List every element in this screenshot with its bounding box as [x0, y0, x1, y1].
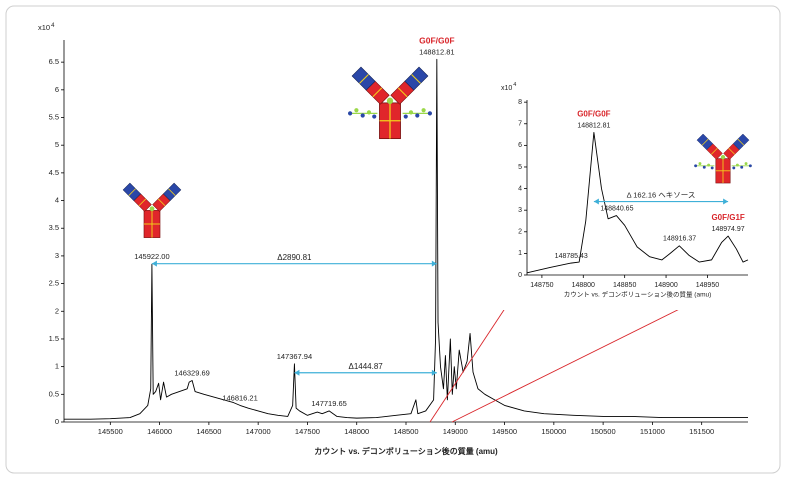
y-tick-label: 6.5 — [49, 57, 59, 66]
y-tick-label: 7 — [518, 121, 522, 128]
x-axis-label: カウント vs. デコンボリューション後の質量 (amu) — [314, 446, 498, 456]
spectrum-line — [526, 131, 749, 274]
y-tick-label: 1 — [55, 362, 59, 371]
peak-name: G0F/G1F — [711, 213, 744, 222]
y-tick-label: 2.5 — [49, 279, 59, 288]
peak-name: G0F/G0F — [419, 36, 454, 46]
y-tick-label: 5.5 — [49, 112, 59, 121]
y-scale-label: x104 — [501, 82, 516, 91]
peak-label: 145922.00 — [134, 252, 169, 261]
y-tick-label: 6 — [518, 142, 522, 149]
x-tick-label: 148750 — [530, 282, 553, 289]
y-tick-label: 2 — [55, 306, 59, 315]
y-tick-label: 8 — [518, 99, 522, 106]
x-tick-label: 147500 — [295, 427, 320, 436]
peak-label: 146816.21 — [222, 393, 257, 402]
y-tick-label: 1.5 — [49, 334, 59, 343]
x-tick-label: 150000 — [541, 427, 566, 436]
inset-background — [500, 88, 762, 310]
x-tick-label: 148500 — [393, 427, 418, 436]
y-tick-label: 0 — [55, 417, 59, 426]
x-tick-label: 149000 — [443, 427, 468, 436]
arrow-head — [151, 260, 157, 267]
x-tick-label: 149500 — [492, 427, 517, 436]
x-tick-label: 148900 — [654, 282, 677, 289]
x-tick-label: 150500 — [591, 427, 616, 436]
y-tick-label: 5 — [518, 164, 522, 171]
spectrum-line — [64, 58, 748, 420]
y-tick-label: 5 — [55, 140, 59, 149]
y-tick-label: 3 — [55, 251, 59, 260]
x-axis-label: カウント vs. デコンボリューション後の質量 (amu) — [564, 290, 712, 299]
arrow-head — [431, 260, 437, 267]
peak-label: 147367.94 — [277, 352, 312, 361]
x-tick-label: 148000 — [344, 427, 369, 436]
main-chart: 0 0.5 1 1.5 2 2.5 3 3.5 4 4.5 5 5.5 6 6.5 145500 146000… — [38, 23, 748, 456]
peak-label: 147719.65 — [311, 399, 346, 408]
arrow-head — [593, 198, 599, 205]
y-tick-label: 4.5 — [49, 168, 59, 177]
y-scale-exponent: 4 — [513, 82, 516, 88]
y-scale-exponent: 4 — [51, 23, 55, 29]
peak-label: 148974.97 — [712, 226, 745, 233]
y-tick-label: 4 — [518, 185, 522, 192]
x-tick-label: 151000 — [640, 427, 665, 436]
x-tick-label: 146500 — [196, 427, 221, 436]
peak-label: 148840.65 — [600, 205, 633, 212]
peak-label: 148812.81 — [419, 47, 454, 56]
y-tick-label: 3.5 — [49, 223, 59, 232]
y-tick-label: 2 — [518, 229, 522, 236]
x-tick-label: 145500 — [98, 427, 123, 436]
peak-label: 148785.43 — [555, 253, 588, 260]
y-tick-label: 3 — [518, 207, 522, 214]
peak-label: 148812.81 — [577, 122, 610, 129]
y-scale-label: x104 — [38, 23, 55, 32]
y-tick-label: 0 — [518, 272, 522, 279]
y-tick-label: 6 — [55, 85, 59, 94]
delta-label: Δ 162.16 ヘキソース — [627, 191, 696, 200]
y-tick-label: 4 — [55, 196, 59, 205]
x-tick-label: 147000 — [246, 427, 271, 436]
y-tick-label: 1 — [518, 250, 522, 257]
peak-name: G0F/G0F — [577, 110, 610, 119]
delta-label: Δ1444.87 — [348, 362, 383, 371]
peak-label: 148916.37 — [663, 236, 696, 243]
x-tick-label: 151500 — [689, 427, 714, 436]
y-tick-label: 0.5 — [49, 389, 59, 398]
arrow-head — [431, 369, 437, 376]
x-tick-label: 146000 — [147, 427, 172, 436]
inset-chart: 0 1 2 3 4 5 6 7 8 148750 148800 148850 148900 148950 x… — [501, 82, 749, 299]
arrow-head — [294, 369, 300, 376]
peak-label: 146329.69 — [174, 368, 209, 377]
x-tick-label: 148950 — [696, 282, 719, 289]
delta-label: Δ2890.81 — [277, 253, 312, 262]
arrow-head — [723, 198, 729, 205]
x-tick-label: 148800 — [572, 282, 595, 289]
x-tick-label: 148850 — [613, 282, 636, 289]
